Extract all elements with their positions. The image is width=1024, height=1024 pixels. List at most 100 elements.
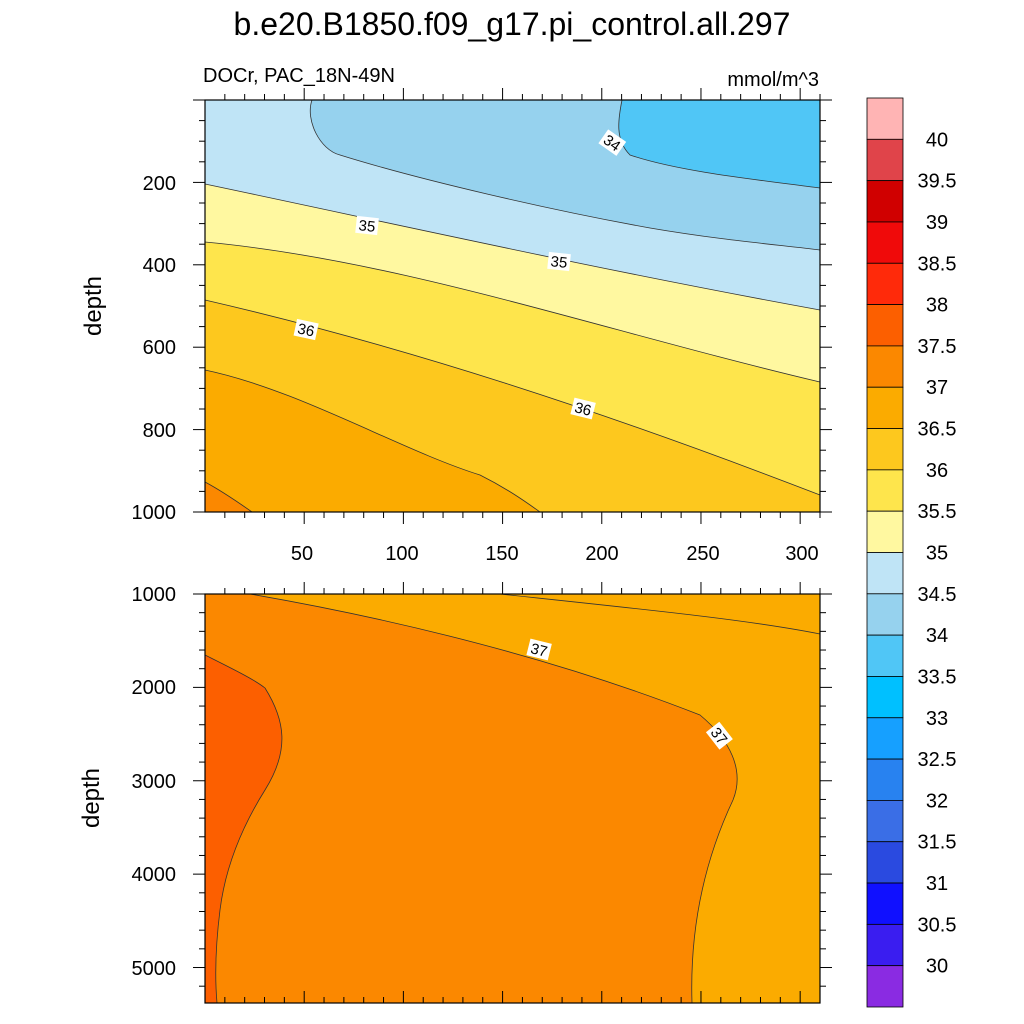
x-tick-label: 200 xyxy=(585,543,618,565)
bottom-y-axis-title: depth xyxy=(78,768,105,828)
colorbar-label: 38 xyxy=(926,295,948,317)
colorbar-box xyxy=(866,965,904,1008)
contour-label-text: 36 xyxy=(573,399,593,420)
top-band-37 xyxy=(205,482,252,512)
colorbar-label: 31.5 xyxy=(918,832,957,854)
contour-label-text: 36 xyxy=(296,320,316,340)
contour-label-text: 35 xyxy=(358,217,376,236)
bottom-line-36-5 xyxy=(499,593,821,635)
contour-label: 36 xyxy=(570,397,596,420)
colorbar-label: 36 xyxy=(926,460,948,482)
top-line-33-5 xyxy=(618,99,821,189)
y-tick-label: 2000 xyxy=(132,677,177,699)
colorbar-label: 30.5 xyxy=(918,914,957,936)
colorbar-label: 32 xyxy=(926,790,948,812)
colorbar-label: 31 xyxy=(926,873,948,895)
colorbar-box xyxy=(866,180,904,223)
colorbar: 30 30.5 31 31.5 32 32.5 33 33.5 34 34.5 35 35.5 36 36… xyxy=(866,97,957,1008)
colorbar-box xyxy=(866,923,904,967)
contour-label-text: 35 xyxy=(550,253,568,272)
top-line-36-5 xyxy=(204,369,541,513)
colorbar-box xyxy=(866,262,904,305)
colorbar-label: 39.5 xyxy=(918,171,957,193)
contour-label-text: 37 xyxy=(707,724,731,748)
top-line-35 xyxy=(204,183,821,311)
top-y-axis-title: depth xyxy=(80,276,107,336)
colorbar-label: 34.5 xyxy=(918,584,957,606)
colorbar-box xyxy=(866,221,904,264)
colorbar-label: 30 xyxy=(926,956,948,978)
colorbar-label: 37.5 xyxy=(918,336,957,358)
colorbar-box xyxy=(866,510,904,553)
colorbar-label: 32.5 xyxy=(918,749,957,771)
y-tick-label: 800 xyxy=(143,420,176,442)
x-tick-label: 100 xyxy=(385,543,418,565)
y-tick-label: 600 xyxy=(143,337,176,359)
top-line-34 xyxy=(310,99,821,251)
colorbar-label: 35 xyxy=(926,543,948,565)
bottom-panel: 37 37 depth 1000 2000 3000 4000 5000 xyxy=(78,582,832,1004)
colorbar-box xyxy=(866,634,904,677)
bottom-band-37 xyxy=(205,594,738,1003)
top-right-label: mmol/m^3 xyxy=(727,69,819,91)
y-tick-label: 400 xyxy=(143,255,176,277)
top-band-36-5 xyxy=(205,370,540,512)
y-tick-label: 4000 xyxy=(132,864,177,886)
top-contour-bands xyxy=(205,100,820,512)
colorbar-label: 40 xyxy=(926,129,948,151)
bottom-contour-bands xyxy=(205,594,820,1003)
colorbar-box xyxy=(866,717,904,760)
colorbar-label: 39 xyxy=(926,212,948,234)
colorbar-box xyxy=(866,469,904,512)
colorbar-box xyxy=(866,676,904,719)
colorbar-box xyxy=(866,386,904,429)
top-left-label: DOCr, PAC_18N-49N xyxy=(203,65,395,87)
bottom-plot-frame xyxy=(204,593,821,1004)
colorbar-label: 38.5 xyxy=(918,253,957,275)
y-tick-label: 3000 xyxy=(132,771,177,793)
top-panel: DOCr, PAC_18N-49N mmol/m^3 34 xyxy=(80,65,832,565)
bottom-line-37-5 xyxy=(204,654,283,1004)
colorbar-box xyxy=(866,800,904,843)
colorbar-box xyxy=(866,97,904,140)
colorbar-label: 35.5 xyxy=(918,501,957,523)
top-line-36 xyxy=(204,299,821,496)
x-tick-label: 150 xyxy=(485,543,518,565)
colorbar-box xyxy=(866,552,904,595)
top-line-37 xyxy=(204,481,253,513)
colorbar-box xyxy=(866,345,904,388)
colorbar-label: 33 xyxy=(926,708,948,730)
contour-label: 34 xyxy=(598,129,627,156)
y-tick-label: 5000 xyxy=(132,958,177,980)
colorbar-label: 34 xyxy=(926,625,948,647)
top-band-33-5 xyxy=(618,100,820,188)
contour-label-text: 37 xyxy=(529,640,549,661)
figure-title: b.e20.B1850.f09_g17.pi_control.all.297 xyxy=(234,6,791,42)
top-x-axis: 50 100 150 200 250 300 xyxy=(224,88,821,565)
bottom-contour-labels: 37 37 xyxy=(526,638,733,750)
colorbar-label: 37 xyxy=(926,377,948,399)
bottom-y-tick-marks xyxy=(193,593,832,987)
contour-label: 35 xyxy=(355,215,379,236)
y-tick-label: 1000 xyxy=(132,502,177,524)
y-tick-label: 200 xyxy=(143,173,176,195)
x-tick-label: 300 xyxy=(785,543,818,565)
colorbar-label: 36.5 xyxy=(918,419,957,441)
colorbar-box xyxy=(866,593,904,636)
top-x-tick-marks xyxy=(224,88,821,524)
contour-label-text: 34 xyxy=(600,132,623,155)
top-y-axis: depth 200 400 600 800 1000 xyxy=(80,99,832,524)
contour-label: 36 xyxy=(293,318,319,341)
colorbar-label: 33.5 xyxy=(918,666,957,688)
top-y-tick-marks xyxy=(193,99,832,513)
colorbar-box xyxy=(866,758,904,801)
x-tick-label: 50 xyxy=(291,543,313,565)
colorbar-box xyxy=(866,882,904,925)
colorbar-box xyxy=(866,841,904,884)
top-contour-labels: 34 35 35 36 36 xyxy=(293,129,627,420)
x-tick-label: 250 xyxy=(686,543,719,565)
contour-label: 35 xyxy=(547,251,571,272)
top-line-35-5 xyxy=(204,241,821,383)
colorbar-box xyxy=(866,138,904,182)
